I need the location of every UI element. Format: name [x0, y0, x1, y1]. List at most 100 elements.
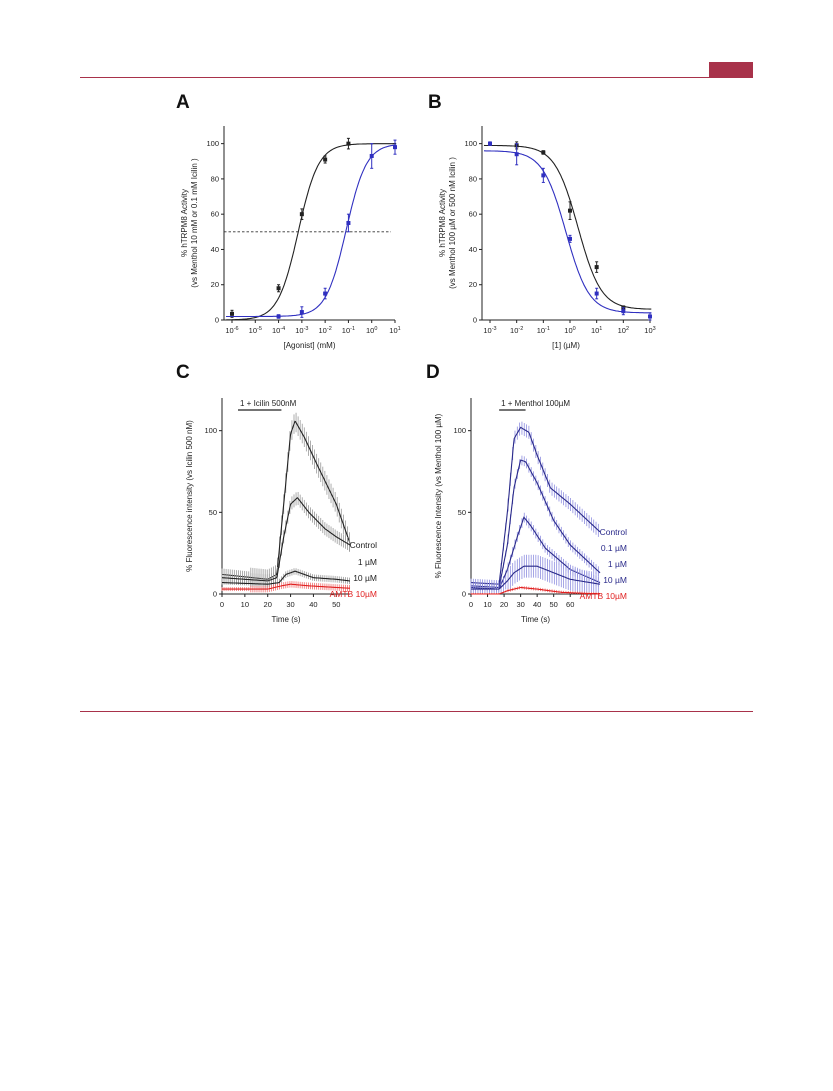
x-tick-label: 101 [591, 326, 602, 335]
x-tick-label: 40 [309, 600, 317, 609]
legend-entry: 0.1 µM [601, 543, 627, 553]
fit-curve-blue [226, 144, 397, 318]
y-axis-label: % hTRPM8 Activity [180, 189, 189, 257]
data-point-blue [568, 236, 572, 241]
data-point-blue [621, 309, 626, 314]
y-tick-label: 0 [215, 316, 219, 325]
y-tick-label: 40 [211, 245, 219, 254]
x-tick-label: 10-2 [510, 326, 523, 335]
y-tick-label: 60 [211, 210, 219, 219]
x-axis-label: Time (s) [271, 615, 300, 624]
data-point-blue [594, 291, 599, 296]
x-tick-label: 100 [564, 326, 575, 335]
fit-curve-blue [484, 150, 652, 314]
y-tick-label: 100 [204, 426, 217, 435]
y-axis-label: (vs Menthol 100 µM or 500 nM Icilin ) [448, 157, 457, 289]
y-tick-label: 80 [469, 174, 477, 183]
y-axis-label: % Fluorescence intensity (vs Icilin 500 … [185, 420, 194, 572]
x-tick-label: 0 [469, 600, 473, 609]
trace-0 [221, 420, 351, 580]
y-axis-label: % hTRPM8 Activity [438, 189, 447, 257]
x-tick-label: 40 [533, 600, 541, 609]
x-tick-label: 10-6 [225, 326, 238, 335]
trace-1 [222, 497, 351, 582]
chart-panel-B: 0 20 40 60 80 100 10-3 10-2 10-1 100 101 102 103 [1] … [438, 126, 656, 350]
panel-letter-D: D [426, 362, 440, 383]
y-tick-label: 100 [206, 139, 219, 148]
legend-entry: AMTB 10µM [580, 591, 627, 601]
x-axis-label: [1] (µM) [552, 341, 580, 350]
y-axis-label: (vs Menthol 10 mM or 0.1 mM Icilin ) [190, 158, 199, 288]
footer-rule [80, 711, 753, 712]
y-tick-label: 40 [469, 245, 477, 254]
x-tick-label: 10-3 [295, 326, 308, 335]
data-point-black [541, 150, 546, 155]
data-point-blue [393, 145, 397, 150]
fit-curve-black [225, 143, 397, 321]
x-tick-label: 10 [241, 600, 249, 609]
legend-entry: Control [600, 527, 628, 537]
data-point-black [299, 212, 304, 217]
data-point-blue [514, 152, 519, 157]
x-tick-label: 60 [566, 600, 574, 609]
panel-letter-C: C [176, 362, 190, 383]
x-tick-label: 10-1 [537, 326, 550, 335]
legend-entry: 1 µM [358, 557, 377, 567]
data-point-blue [346, 221, 351, 225]
x-tick-label: 10-5 [249, 326, 262, 335]
data-point-blue [488, 141, 492, 146]
y-tick-label: 20 [469, 280, 477, 289]
x-tick-label: 100 [366, 326, 377, 335]
x-tick-label: 101 [389, 326, 400, 335]
x-tick-label: 50 [550, 600, 558, 609]
chart-panel-A: 0 20 40 60 80 100 10-6 10-5 10-4 10-3 10-2 10-1 100 1… [180, 126, 401, 350]
data-point-blue [276, 314, 281, 319]
x-axis-label: [Agonist] (mM) [283, 341, 335, 350]
y-tick-label: 50 [458, 508, 466, 517]
x-tick-label: 10-1 [342, 326, 355, 335]
trace-3 [471, 565, 601, 590]
data-point-black [323, 157, 328, 162]
data-point-blue [541, 173, 546, 178]
x-axis-label: Time (s) [521, 615, 550, 624]
trace-0 [471, 426, 601, 585]
panel-letter-B: B [428, 92, 442, 113]
legend-entry: AMTB 10µM [330, 589, 377, 599]
y-tick-label: 100 [464, 139, 477, 148]
x-tick-label: 20 [500, 600, 508, 609]
data-point-blue [299, 310, 304, 315]
data-point-black [568, 208, 572, 213]
data-point-black [594, 265, 599, 270]
trace-1 [470, 459, 601, 588]
y-tick-label: 20 [211, 280, 219, 289]
application-bar-label: 1 + Menthol 100µM [501, 399, 570, 408]
y-tick-label: 100 [453, 426, 466, 435]
x-tick-label: 0 [220, 600, 224, 609]
x-tick-label: 10-4 [272, 326, 285, 335]
trace-2 [471, 516, 601, 590]
application-bar-label: 1 + Icilin 500nM [240, 399, 297, 408]
x-tick-label: 30 [286, 600, 294, 609]
x-tick-label: 103 [644, 326, 655, 335]
trace-3 [222, 583, 351, 590]
legend-entry: 1 µM [608, 559, 627, 569]
data-point-black [346, 141, 351, 146]
fit-curve-black [483, 144, 652, 310]
data-point-blue [648, 314, 652, 319]
chart-panel-C: 0 50 100 0 10 20 30 40 50 Time (s) % Fluorescence … [185, 398, 377, 624]
data-point-black [276, 286, 281, 291]
data-point-blue [369, 153, 374, 158]
x-tick-label: 20 [264, 600, 272, 609]
x-tick-label: 50 [332, 600, 340, 609]
y-tick-label: 0 [473, 316, 477, 325]
y-axis-label: % Fluorescence Intensity (vs Menthol 100… [434, 413, 443, 578]
x-tick-label: 10 [483, 600, 491, 609]
x-tick-label: 102 [618, 326, 629, 335]
trace-2 [222, 570, 350, 585]
y-tick-label: 80 [211, 174, 219, 183]
panel-letter-A: A [176, 92, 190, 113]
y-tick-label: 50 [209, 508, 217, 517]
trace-4 [471, 586, 600, 595]
